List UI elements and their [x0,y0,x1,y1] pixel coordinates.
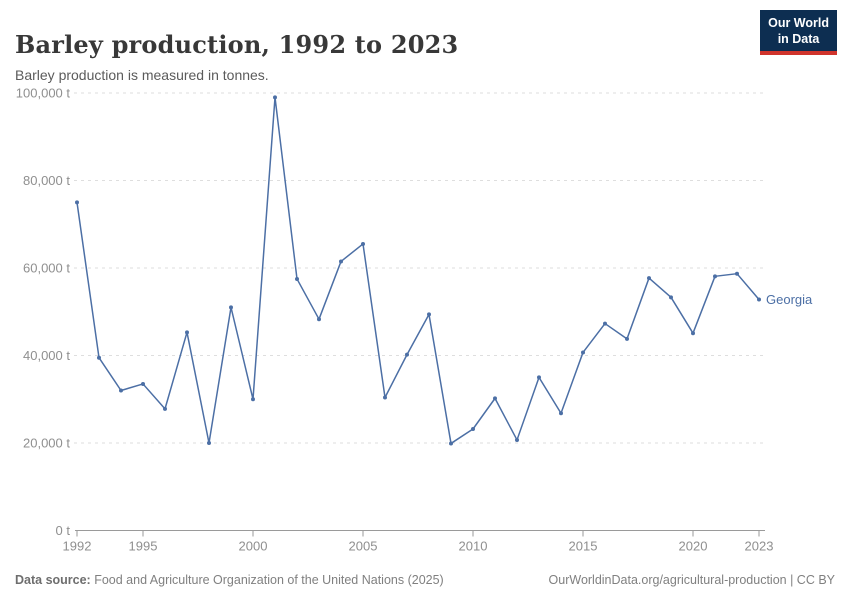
data-point [119,388,123,393]
x-tick-label: 2005 [349,539,378,554]
chart-footer: Data source: Food and Agriculture Organi… [15,573,835,587]
owid-logo[interactable]: Our World in Data [760,10,837,55]
data-point [273,95,277,100]
data-source-label: Data source: [15,573,91,587]
y-tick-label: 40,000 t [23,348,70,363]
data-point [339,259,343,264]
data-point [757,297,761,302]
owid-logo-line2: in Data [777,32,820,46]
data-point [471,427,475,431]
data-point [581,350,585,355]
data-point [493,396,497,401]
data-point [559,411,563,416]
data-point [735,271,739,276]
data-point [185,330,189,335]
data-point [295,276,299,281]
x-tick-label: 2010 [459,539,488,554]
data-point [515,437,519,442]
series-end-label: Georgia [766,292,813,307]
data-point [537,375,541,380]
chart-title: Barley production, 1992 to 2023 [15,30,459,60]
data-point [647,276,651,281]
data-point [625,336,629,341]
data-point [207,441,211,445]
data-source-note: Data source: Food and Agriculture Organi… [15,573,444,587]
data-point [405,352,409,357]
data-point [97,355,101,360]
data-point [713,274,717,279]
data-point [603,321,607,326]
data-point [691,331,695,336]
x-tick-label: 2023 [745,539,774,554]
x-tick-label: 2000 [239,539,268,554]
y-tick-label: 60,000 t [23,261,70,276]
data-source-text: Food and Agriculture Organization of the… [90,573,444,587]
data-point [251,397,255,402]
data-point [163,406,167,411]
data-point [383,395,387,400]
y-tick-label: 0 t [56,523,71,538]
data-point [141,381,145,386]
data-point [229,305,233,310]
data-point [317,317,321,322]
x-tick-label: 2015 [569,539,598,554]
data-point [361,241,365,246]
owid-logo-line1: Our World [768,16,829,30]
y-tick-label: 20,000 t [23,436,70,451]
x-tick-label: 1992 [63,539,92,554]
x-tick-label: 1995 [129,539,158,554]
x-tick-label: 2020 [679,539,708,554]
y-tick-label: 100,000 t [16,86,71,101]
owid-attribution-link[interactable]: OurWorldinData.org/agricultural-producti… [548,573,835,587]
y-tick-label: 80,000 t [23,173,70,188]
data-point [427,312,431,317]
series-line [76,96,760,445]
data-point [75,200,79,205]
data-point [449,441,453,446]
data-point [669,295,673,300]
chart-subtitle: Barley production is measured in tonnes. [15,67,269,83]
